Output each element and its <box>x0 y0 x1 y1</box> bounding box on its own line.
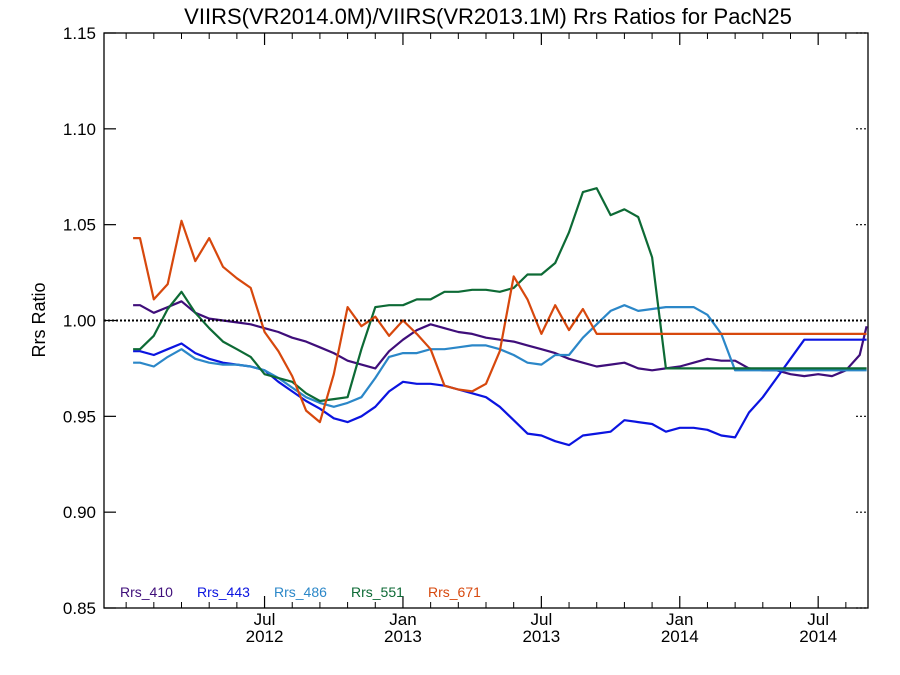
series-layer <box>133 187 868 447</box>
y-axis-label: Rrs Ratio <box>29 282 49 357</box>
x-tick-label-year: 2013 <box>384 627 422 646</box>
x-tick-label-year: 2013 <box>522 627 560 646</box>
x-tick-label-month: Jan <box>389 610 416 629</box>
legend-entry-rrs_486: Rrs_486 <box>274 584 327 600</box>
y-tick-label: 1.15 <box>63 24 96 43</box>
legend: Rrs_410 Rrs_443 Rrs_486 Rrs_551 Rrs_671 <box>120 584 481 600</box>
x-tick-label-year: 2012 <box>246 627 284 646</box>
legend-entry-rrs_671: Rrs_671 <box>428 584 481 600</box>
x-tick-label-month: Jul <box>254 610 276 629</box>
y-tick-label: 0.90 <box>63 503 96 522</box>
legend-entry-rrs_443: Rrs_443 <box>197 584 250 600</box>
y-tick-label: 1.10 <box>63 120 96 139</box>
series-line-rrs_671 <box>133 219 867 424</box>
x-tick-label-year: 2014 <box>661 627 699 646</box>
x-tick-label-month: Jul <box>807 610 829 629</box>
x-tick-label-month: Jan <box>666 610 693 629</box>
y-tick-label: 0.95 <box>63 407 96 426</box>
legend-entry-rrs_551: Rrs_551 <box>351 584 404 600</box>
axis-layer: 0.850.900.951.001.051.101.15Jul2012Jan20… <box>63 24 868 646</box>
chart-title: VIIRS(VR2014.0M)/VIIRS(VR2013.1M) Rrs Ra… <box>184 4 792 29</box>
y-tick-label: 1.00 <box>63 312 96 331</box>
x-tick-label-month: Jul <box>530 610 552 629</box>
x-tick-label-year: 2014 <box>799 627 837 646</box>
y-tick-label: 1.05 <box>63 216 96 235</box>
y-tick-label: 0.85 <box>63 599 96 618</box>
series-line-rrs_443 <box>133 338 867 447</box>
series-line-rrs_551 <box>133 187 867 403</box>
legend-entry-rrs_410: Rrs_410 <box>120 584 173 600</box>
